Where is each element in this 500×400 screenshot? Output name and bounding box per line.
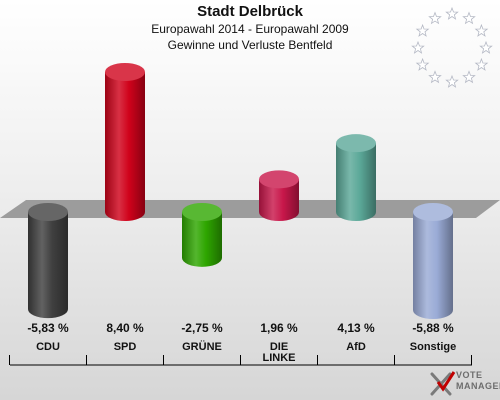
vote-manager-logo bbox=[430, 371, 456, 396]
chart-subtitle: Europawahl 2014 - Europawahl 2009 bbox=[151, 22, 349, 36]
category-label: GRÜNE bbox=[182, 340, 222, 353]
bar-gr-ne bbox=[182, 203, 222, 267]
category-label: CDU bbox=[36, 341, 60, 353]
value-label: 1,96 % bbox=[260, 321, 298, 335]
bar-afd bbox=[336, 134, 376, 221]
value-label: 8,40 % bbox=[106, 321, 144, 335]
value-label: -5,83 % bbox=[27, 321, 69, 335]
category-label: AfD bbox=[346, 341, 366, 353]
category-label: DIE bbox=[270, 341, 288, 353]
bar-spd bbox=[105, 63, 145, 221]
logo-line-2: MANAGER bbox=[456, 381, 500, 391]
chart-title: Stadt Delbrück bbox=[197, 3, 303, 20]
bar-cdu bbox=[28, 203, 68, 319]
category-label: LINKE bbox=[263, 352, 296, 364]
value-label: -5,88 % bbox=[412, 321, 454, 335]
bar-sonstige bbox=[413, 203, 453, 319]
logo-line-1: VOTE bbox=[456, 370, 483, 380]
chart-subtitle-2: Gewinne und Verluste Bentfeld bbox=[167, 38, 333, 52]
category-label: Sonstige bbox=[410, 341, 456, 353]
bar-die-linke bbox=[259, 170, 299, 221]
value-label: 4,13 % bbox=[337, 321, 375, 335]
category-label: SPD bbox=[114, 341, 137, 353]
value-label: -2,75 % bbox=[181, 321, 223, 335]
